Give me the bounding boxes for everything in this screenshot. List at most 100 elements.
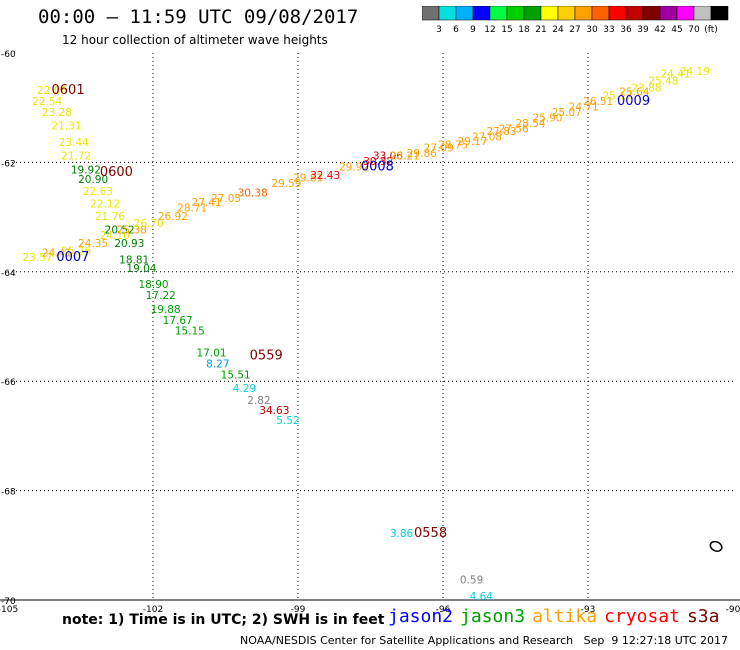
map-plot: -105 -102 -99 -96 -93 -90 -60 -62 -64 -66 -68 -70 22…: [0, 50, 740, 615]
wave-height-label: 27.56: [499, 123, 529, 135]
wave-height-label: 26.51: [583, 96, 613, 108]
lat-tick-label: -62: [1, 159, 16, 169]
wave-height-label: 17.01: [197, 348, 227, 360]
wave-height-label: 20.90: [78, 174, 108, 186]
colorbar-label: (ft): [704, 25, 718, 35]
page-title: 00:00 – 11:59 UTC 09/08/2017: [38, 6, 359, 28]
wave-height-label: 24.41: [42, 247, 72, 259]
wave-height-label: 21.76: [95, 211, 125, 223]
wave-height-label: 24.10: [100, 230, 130, 242]
wave-height-label: 26.70: [134, 218, 164, 230]
lat-tick-label: -70: [1, 597, 16, 607]
legend-item-altika: altika: [532, 606, 598, 627]
wave-height-label: 34.63: [259, 405, 289, 417]
wave-height-label: 27.08: [472, 132, 502, 144]
colorbar-label: 30: [586, 25, 598, 35]
wave-height-label: 17.22: [146, 290, 176, 302]
wave-height-label: 20.93: [114, 238, 144, 250]
colorbar-label: 42: [654, 25, 665, 35]
page-subtitle: 12 hour collection of altimeter wave hei…: [62, 33, 328, 47]
lon-tick-label: -102: [143, 605, 163, 615]
pass-time-label: 0600: [100, 165, 133, 180]
wave-height-label: 21.31: [52, 121, 82, 133]
lon-tick-label: -105: [0, 605, 18, 615]
wave-height-label: 25.64: [619, 87, 649, 99]
wave-height-label: 30.32: [363, 156, 393, 168]
lat-tick-label: -66: [1, 378, 16, 388]
colorbar-label: 36: [620, 25, 632, 35]
wave-height-label: 15.51: [221, 369, 251, 381]
footer-credit: NOAA/NESDIS Center for Satellite Applica…: [240, 634, 729, 647]
legend-item-jason2: jason2: [388, 606, 454, 627]
wave-height-label: 21.72: [61, 151, 91, 163]
colorbar-label: 45: [671, 25, 682, 35]
color-scale-bar: 3 6 9 12 15 18 21 24 27 30 33 36 39 42 45 70 (ft): [422, 6, 729, 35]
wave-height-label: 27.83: [487, 126, 517, 138]
colorbar-label: 6: [453, 25, 459, 35]
pass-time-label: 0558: [414, 526, 447, 541]
legend-item-cryosat: cryosat: [604, 606, 680, 627]
wave-height-label: 28.71: [177, 203, 207, 215]
wave-height-label: 24.41: [661, 69, 691, 81]
wave-height-label: 29.81: [293, 173, 323, 185]
lat-tick-label: -60: [1, 50, 16, 60]
lat-tick-label: -64: [1, 269, 16, 279]
wave-height-label: 19.88: [151, 304, 181, 316]
wave-height-label: 27.05: [211, 193, 241, 205]
colorbar-label: 33: [603, 25, 614, 35]
wave-height-label: 25.48: [648, 76, 678, 88]
colorbar-swatch: [710, 6, 729, 21]
wave-height-label: 24.71: [569, 101, 599, 113]
colorbar-label: 12: [484, 25, 495, 35]
note-text: note: 1) Time is in UTC; 2) SWH is in fe…: [62, 612, 385, 628]
wave-height-label: 5.52: [276, 415, 299, 427]
wave-height-label: 2.82: [247, 395, 270, 407]
wave-height-label: 18.81: [119, 255, 149, 267]
wave-height-label: 4.29: [233, 383, 256, 395]
wave-height-label: 25.17: [603, 90, 633, 102]
wave-height-label: 29.59: [271, 178, 301, 190]
colorbar-label: 9: [470, 25, 476, 35]
pass-time-label: 0009: [617, 94, 650, 109]
wave-height-label: 23.57: [23, 252, 53, 264]
wave-height-label: 20.52: [105, 225, 135, 237]
wave-height-label: 33.06: [373, 151, 403, 163]
colorbar-label: 70: [688, 25, 700, 35]
pass-time-label: 0559: [250, 348, 283, 363]
legend-item-s3a: s3a: [686, 606, 720, 627]
wave-height-label: 29.17: [458, 136, 488, 148]
wave-height-label: 19.92: [71, 164, 101, 176]
wave-height-label: 3.86: [390, 528, 414, 540]
wave-height-label: 29.86: [407, 148, 437, 160]
wave-height-label: 25.07: [552, 107, 582, 119]
wave-height-label: 22.12: [90, 198, 120, 210]
pass-time-label: 0008: [361, 160, 394, 175]
colorbar-label: 24: [552, 25, 564, 35]
colorbar-label: 15: [501, 25, 512, 35]
wave-height-label: 28.75: [438, 140, 468, 152]
lon-tick-label: -93: [581, 605, 596, 615]
wave-height-label: 27.09: [424, 142, 454, 154]
wave-height-label: 19.04: [126, 263, 156, 275]
wave-height-label: 4.64: [470, 591, 494, 603]
colorbar-label: 39: [637, 25, 649, 35]
pass-time-label: 0007: [56, 250, 89, 265]
wave-height-label: 25.90: [532, 112, 562, 124]
lon-tick-label: -96: [436, 605, 451, 615]
wave-height-label: 30.38: [238, 187, 268, 199]
wave-height-label: 22.06: [37, 85, 67, 97]
wave-height-label: 23.44: [59, 137, 89, 149]
wave-height-label: 15.15: [175, 326, 205, 338]
wave-height-label: 32.43: [310, 170, 340, 182]
wave-height-label: 29.92: [339, 162, 369, 174]
colorbar-label: 18: [518, 25, 530, 35]
wave-height-label: 17.67: [163, 315, 193, 327]
colorbar-label: 21: [535, 25, 546, 35]
wave-height-label: 28.54: [516, 118, 546, 130]
lon-tick-label: -99: [291, 605, 306, 615]
wave-height-label: 23.88: [632, 82, 662, 94]
wave-height-label: 24.19: [680, 66, 710, 78]
colorbar-label: 27: [569, 25, 580, 35]
wave-height-label: 23.28: [42, 107, 72, 119]
lon-tick-label: -90: [726, 605, 740, 615]
